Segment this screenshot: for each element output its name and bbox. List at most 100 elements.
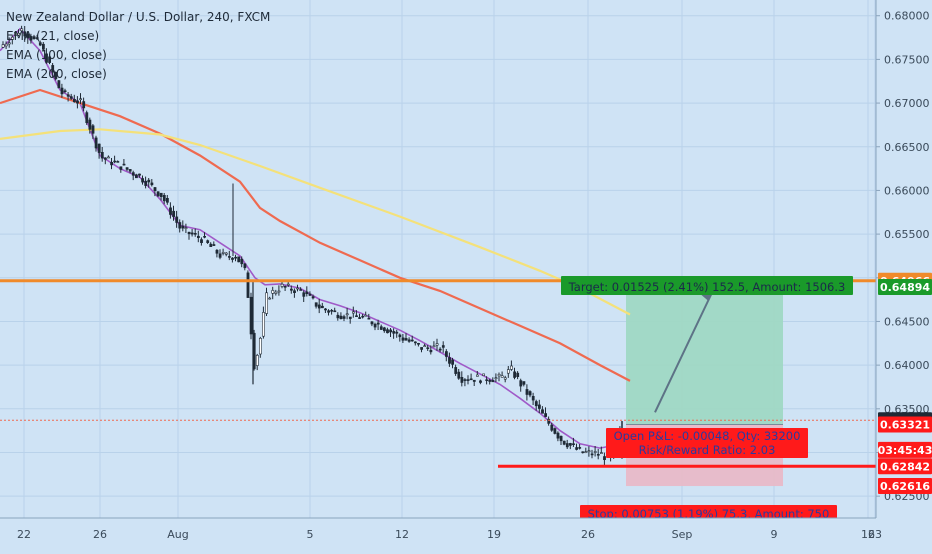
candle-body: [181, 225, 185, 229]
candle-body: [373, 323, 377, 328]
candle-body: [79, 98, 83, 100]
candle-body: [488, 379, 492, 382]
candle-body: [479, 380, 482, 383]
candle-body: [11, 36, 14, 40]
price-label: 03:45:43: [878, 444, 932, 457]
ema100-line: [0, 88, 631, 382]
candle-body: [528, 391, 532, 396]
candle-body: [497, 373, 501, 377]
candle-body: [379, 326, 383, 330]
candle-body: [541, 409, 544, 414]
candle-body: [54, 72, 58, 80]
candle-body: [88, 119, 92, 130]
candle-body: [135, 174, 138, 179]
x-tick-label: Aug: [167, 528, 188, 541]
candle-body: [63, 90, 67, 92]
candle-body: [544, 413, 548, 417]
candle-body: [395, 331, 399, 334]
candle-body: [531, 395, 535, 401]
candle-body: [144, 180, 148, 186]
candle-body: [193, 233, 197, 235]
y-tick-label: 0.66500: [884, 141, 930, 154]
ema200-legend[interactable]: EMA (200, close): [6, 67, 107, 81]
candle-body: [212, 244, 216, 246]
y-tick-label: 0.66000: [884, 184, 930, 197]
candle-body: [485, 379, 489, 382]
y-tick-label: 0.64500: [884, 315, 930, 328]
candle-body: [358, 317, 362, 319]
candle-body: [262, 312, 265, 337]
candle-body: [469, 378, 473, 381]
candle-body: [128, 169, 132, 172]
candle-body: [451, 359, 455, 365]
candle-body: [382, 327, 386, 332]
y-tick-label: 0.64000: [884, 359, 930, 372]
x-tick-label: 5: [307, 528, 314, 541]
candle-body: [113, 160, 117, 163]
y-tick-label: 0.67500: [884, 53, 930, 66]
candle-body: [73, 99, 76, 103]
price-label: 0.64894: [880, 281, 930, 294]
y-tick-label: 0.65500: [884, 228, 930, 241]
candle-body: [203, 236, 207, 238]
candle-body: [293, 290, 296, 294]
candle-body: [224, 252, 228, 255]
candle-body: [7, 42, 11, 45]
candle-body: [513, 371, 517, 378]
candle-body: [249, 296, 253, 335]
candle-body: [274, 291, 278, 294]
candle-body: [311, 296, 315, 299]
candle-body: [420, 347, 424, 350]
candle-body: [255, 354, 259, 366]
candle-body: [209, 243, 213, 248]
chart-legend: New Zealand Dollar / U.S. Dollar, 240, F…: [6, 8, 270, 84]
time-axis[interactable]: [0, 518, 876, 550]
candle-body: [568, 443, 572, 446]
candle-body: [317, 304, 321, 309]
candle-body: [398, 334, 402, 338]
candle-body: [26, 33, 30, 39]
candle-body: [426, 347, 430, 350]
candle-body: [410, 339, 414, 342]
candle-body: [268, 297, 272, 300]
candle-body: [206, 240, 210, 244]
candle-body: [590, 453, 594, 456]
candle-body: [218, 253, 222, 258]
candle-body: [510, 365, 513, 370]
candle-body: [141, 178, 145, 183]
candle-body: [429, 349, 433, 353]
x-tick-label: 26: [93, 528, 107, 541]
candle-body: [17, 32, 21, 36]
candle-body: [370, 321, 374, 325]
candle-body: [305, 291, 309, 294]
candle-body: [407, 339, 411, 342]
candle-body: [550, 424, 554, 431]
x-tick-label: 19: [487, 528, 501, 541]
candle-body: [94, 137, 98, 149]
ema21-legend[interactable]: EMA (21, close): [6, 29, 100, 43]
candle-body: [345, 313, 349, 316]
candle-body: [48, 56, 52, 63]
candle-body: [547, 418, 551, 424]
candle-body: [572, 443, 575, 446]
candle-body: [271, 290, 275, 294]
candle-body: [336, 314, 340, 319]
ema100-legend[interactable]: EMA (100, close): [6, 48, 107, 62]
candle-body: [401, 337, 405, 341]
ema21-line: [0, 27, 623, 449]
candle-body: [355, 315, 358, 318]
price-label-bg: [878, 441, 932, 458]
price-label-bg: [878, 416, 932, 433]
candle-body: [237, 256, 241, 263]
candle-body: [599, 452, 603, 454]
price-axis-labels: 0.649660.648940.633690.6332103:45:430.62…: [878, 272, 932, 495]
candle-body: [386, 329, 389, 334]
y-tick-label: 0.67000: [884, 97, 930, 110]
candle-body: [69, 96, 73, 99]
symbol-title: New Zealand Dollar / U.S. Dollar, 240, F…: [6, 10, 271, 24]
candle-body: [138, 173, 141, 176]
candle-body: [122, 163, 126, 166]
candle-body: [463, 379, 467, 381]
candle-body: [314, 302, 318, 307]
